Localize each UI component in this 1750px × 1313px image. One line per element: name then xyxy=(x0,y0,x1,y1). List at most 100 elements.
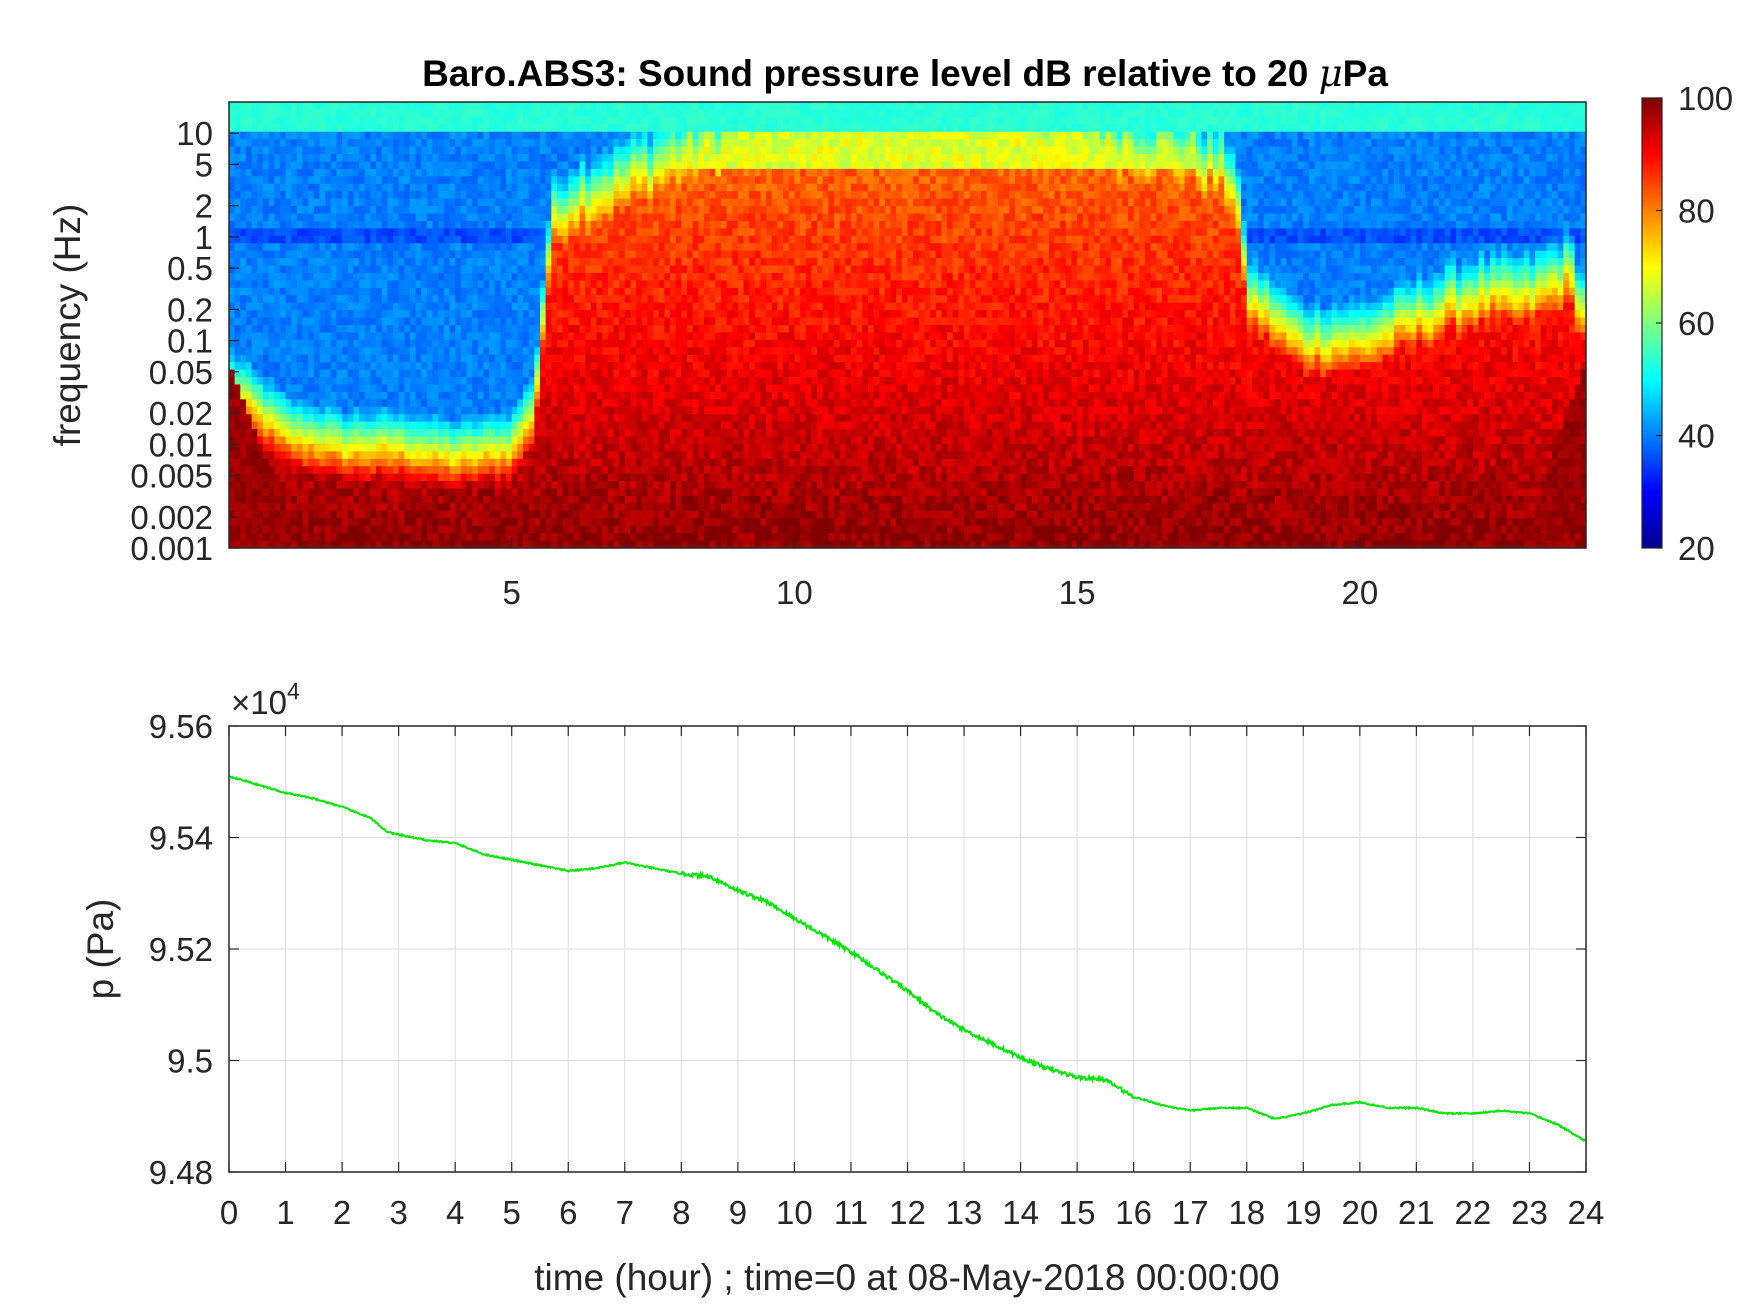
spectrogram-cell xyxy=(381,377,388,386)
spectrogram-cell xyxy=(404,235,411,244)
spectrogram-cell xyxy=(653,198,660,207)
spectrogram-cell xyxy=(268,154,275,163)
spectrogram-cell xyxy=(432,109,439,118)
spectrogram-cell xyxy=(279,317,287,326)
spectrogram-cell xyxy=(251,421,258,430)
spectrogram-cell xyxy=(268,272,275,281)
spectrogram-cell xyxy=(534,421,541,430)
spectrogram-cell xyxy=(562,154,569,163)
spectrogram-cell xyxy=(658,503,665,512)
spectrogram-cell xyxy=(511,258,518,267)
spectrogram-cell xyxy=(438,414,445,423)
spectrogram-cell xyxy=(279,436,287,445)
spectrogram-cell xyxy=(443,198,451,207)
spectrogram-cell xyxy=(296,220,304,229)
spectrogram-cell xyxy=(658,198,665,207)
spectrogram-cell xyxy=(274,116,281,125)
spectrogram-cell xyxy=(268,109,275,118)
spectrogram-cell xyxy=(443,176,451,185)
spectrogram-cell xyxy=(449,518,456,527)
spectrogram-cell xyxy=(607,429,615,438)
spectrogram-cell xyxy=(528,161,535,170)
spectrogram-cell xyxy=(330,354,338,363)
spectrogram-cell xyxy=(449,451,456,460)
spectrogram-cell xyxy=(330,302,338,311)
spectrogram-cell xyxy=(556,109,564,118)
spectrogram-cell xyxy=(506,198,513,207)
spectrogram-cell xyxy=(511,466,518,475)
spectrogram-cell xyxy=(443,302,451,311)
spectrogram-cell xyxy=(302,510,309,519)
spectrogram-cell xyxy=(528,354,535,363)
spectrogram-cell xyxy=(279,139,287,148)
spectrogram-cell xyxy=(234,481,241,490)
spectrogram-cell xyxy=(613,458,620,467)
spectrogram-cell xyxy=(528,310,535,319)
spectrogram-cell xyxy=(568,228,575,237)
spectrogram-cell xyxy=(296,258,304,267)
spectrogram-cell xyxy=(607,540,615,548)
spectrogram-cell xyxy=(364,310,371,319)
spectrogram-cell xyxy=(675,391,682,400)
spectrogram-cell xyxy=(234,518,241,527)
spectrogram-cell xyxy=(460,510,468,519)
spectrogram-cell xyxy=(602,109,609,118)
spectrogram-cell xyxy=(590,481,598,490)
spectrogram-cell xyxy=(415,354,422,363)
spectrogram-cell xyxy=(302,131,309,140)
spectrogram-cell xyxy=(460,139,468,148)
spectrogram-cell xyxy=(647,473,654,482)
spectrogram-cell xyxy=(245,228,253,237)
spectrogram-cell xyxy=(556,354,564,363)
spectrogram-cell xyxy=(308,473,315,482)
spectrogram-cell xyxy=(229,377,236,386)
spectrogram-cell xyxy=(229,220,236,229)
spectrogram-cell xyxy=(313,280,321,289)
spectrogram-cell xyxy=(449,206,456,215)
spectrogram-cell xyxy=(359,332,366,341)
spectrogram-cell xyxy=(523,533,530,542)
spectrogram-cell xyxy=(698,191,705,200)
spectrogram-cell xyxy=(511,384,518,393)
spectrogram-cell xyxy=(647,102,654,111)
spectrogram-cell xyxy=(579,429,586,438)
spectrogram-cell xyxy=(686,473,694,482)
spectrogram-cell xyxy=(268,161,275,170)
spectrogram-cell xyxy=(234,384,241,393)
spectrogram-cell xyxy=(590,339,598,348)
spectrogram-cell xyxy=(641,533,648,542)
spectrogram-cell xyxy=(262,436,270,445)
spectrogram-cell xyxy=(302,406,309,415)
spectrogram-cell xyxy=(251,139,258,148)
spectrogram-cell xyxy=(534,228,541,237)
spectrogram-cell xyxy=(585,443,592,452)
spectrogram-cell xyxy=(641,287,648,296)
spectrogram-cell xyxy=(641,339,648,348)
spectrogram-cell xyxy=(466,146,473,155)
spectrogram-cell xyxy=(392,102,400,111)
spectrogram-cell xyxy=(562,124,569,133)
spectrogram-cell xyxy=(460,421,468,430)
spectrogram-cell xyxy=(607,325,615,334)
spectrogram-cell xyxy=(392,406,400,415)
spectrogram-cell xyxy=(381,146,388,155)
spectrogram-cell xyxy=(268,191,275,200)
spectrogram-cell xyxy=(404,302,411,311)
spectrogram-cell xyxy=(347,377,354,386)
spectrogram-cell xyxy=(342,332,349,341)
spectrogram-cell xyxy=(534,503,541,512)
spectrogram-cell xyxy=(602,518,609,527)
spectrogram-cell xyxy=(619,488,626,497)
spectrogram-cell xyxy=(613,131,620,140)
spectrogram-cell xyxy=(630,391,637,400)
spectrogram-cell xyxy=(624,131,632,140)
spectrogram-cell xyxy=(641,325,648,334)
spectrogram-cell xyxy=(291,362,298,371)
spectrogram-cell xyxy=(636,466,643,475)
spectrogram-cell xyxy=(539,443,547,452)
spectrogram-cell xyxy=(675,161,682,170)
spectrogram-cell xyxy=(675,295,682,304)
spectrogram-cell xyxy=(313,116,321,125)
spectrogram-cell xyxy=(359,116,366,125)
spectrogram-cell xyxy=(347,481,354,490)
